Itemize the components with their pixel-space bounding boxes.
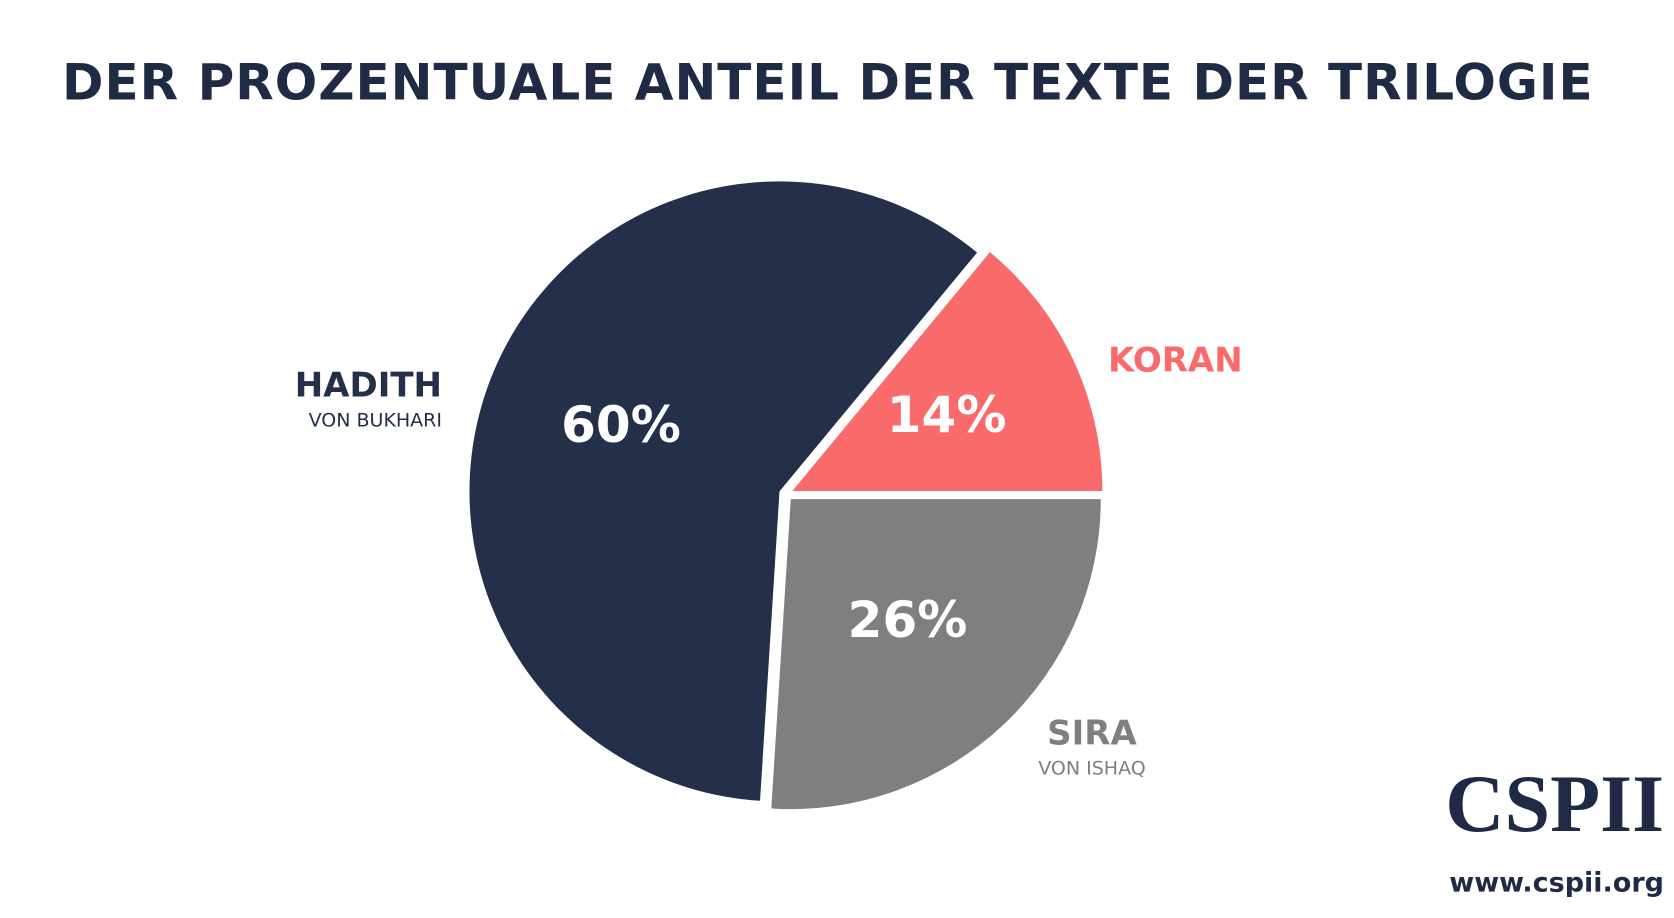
value-label: 26% bbox=[848, 591, 968, 649]
pie-slice bbox=[469, 181, 978, 801]
value-label: 60% bbox=[561, 396, 681, 454]
category-label: SIRA bbox=[1047, 714, 1137, 754]
category-subtitle: VON BUKHARI bbox=[309, 410, 442, 432]
chart-title: DER PROZENTUALE ANTEIL DER TEXTE DER TRI… bbox=[62, 54, 1594, 112]
pie-slice bbox=[792, 252, 1103, 492]
category-subtitle: VON ISHAQ bbox=[1038, 758, 1145, 780]
pie-slice bbox=[771, 499, 1101, 810]
value-label: 14% bbox=[887, 386, 1007, 444]
category-label: HADITH bbox=[295, 366, 442, 406]
category-label: KORAN bbox=[1108, 341, 1243, 381]
logo-url: www.cspii.org bbox=[1449, 868, 1664, 899]
logo-name: CSPII bbox=[1445, 758, 1664, 849]
